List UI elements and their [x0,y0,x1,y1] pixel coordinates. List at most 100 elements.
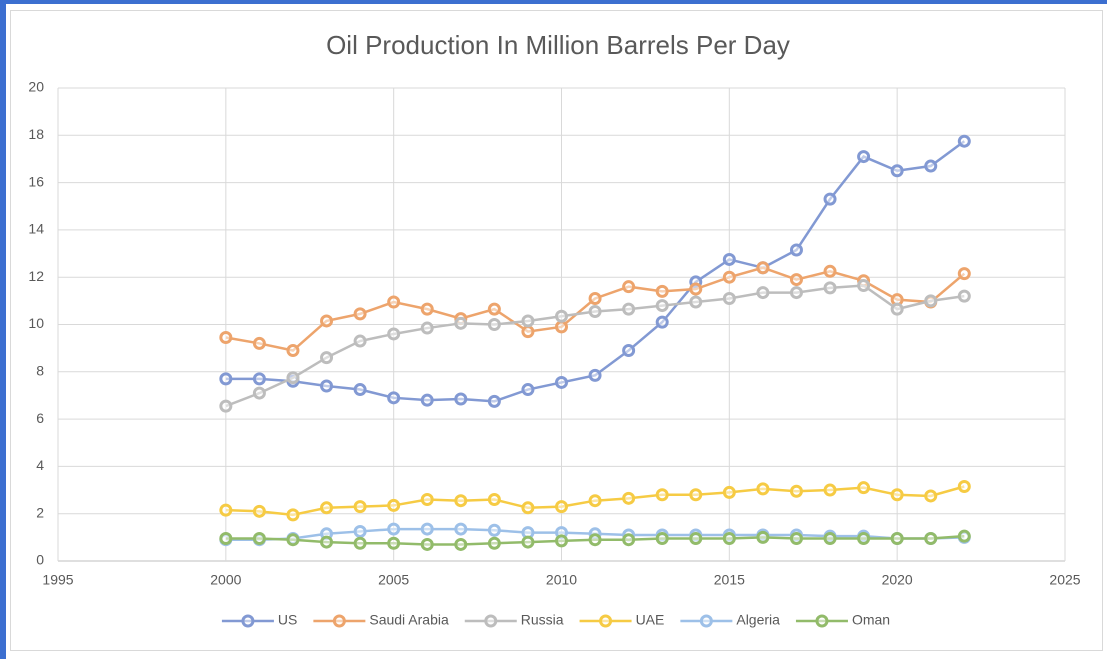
frame-top [0,0,1107,4]
marker [454,392,468,406]
marker [823,281,837,295]
marker [756,261,770,275]
marker [622,491,636,505]
marker [387,391,401,405]
marker [521,314,535,328]
marker [353,524,367,538]
marker [555,320,568,334]
marker [555,500,568,514]
marker [353,307,367,321]
marker [387,522,401,536]
marker [689,488,703,502]
marker [320,351,334,365]
marker [286,533,300,547]
marker [353,500,367,514]
legend-marker [332,614,346,628]
marker [722,270,736,284]
marker [252,386,266,400]
x-tick-label: 2005 [378,572,409,588]
marker [420,537,434,551]
marker [622,533,636,547]
marker [320,535,334,549]
marker [588,494,602,508]
marker [555,375,568,389]
marker [588,291,602,305]
marker [487,302,501,316]
marker [353,536,367,550]
marker [387,295,401,309]
marker [823,483,837,497]
marker [252,336,266,350]
y-tick-label: 18 [28,126,44,142]
marker [219,331,233,345]
marker [957,480,971,494]
marker [454,494,468,508]
marker [521,501,535,515]
marker [823,532,837,546]
x-tick-label: 1995 [42,572,73,588]
marker [857,532,871,546]
marker [722,532,736,546]
marker [722,252,736,266]
marker [219,399,233,413]
marker [823,264,837,278]
marker [521,383,535,397]
marker [655,532,669,546]
marker [857,150,871,164]
marker [655,315,669,329]
marker [756,286,770,300]
y-tick-label: 12 [28,268,44,284]
marker [890,488,904,502]
marker [655,284,669,298]
marker [487,394,501,408]
marker [252,532,266,546]
marker [487,523,501,537]
marker [219,532,233,546]
marker [420,321,434,335]
marker [387,498,401,512]
marker [454,537,468,551]
y-tick-label: 10 [28,315,44,331]
chart-title: Oil Production In Million Barrels Per Da… [326,30,790,60]
x-tick-label: 2015 [714,572,745,588]
legend-label: Saudi Arabia [369,612,449,628]
marker [722,485,736,499]
marker [521,535,535,549]
marker [555,534,568,548]
y-tick-label: 14 [28,221,44,237]
legend-marker [241,614,255,628]
marker [487,536,501,550]
marker [924,489,938,503]
marker [353,383,367,397]
marker [420,522,434,536]
marker [320,379,334,393]
y-tick-label: 20 [28,79,44,95]
marker [756,530,770,544]
legend-label: Russia [521,612,564,628]
marker [454,316,468,330]
marker [957,134,971,148]
marker [789,286,803,300]
marker [622,302,636,316]
marker [957,267,971,281]
marker [320,501,334,515]
marker [689,295,703,309]
y-tick-label: 2 [36,504,44,520]
marker [722,291,736,305]
marker [387,536,401,550]
marker [555,309,568,323]
marker [789,484,803,498]
marker [420,493,434,507]
marker [286,344,300,358]
marker [252,504,266,518]
legend-label: US [278,612,297,628]
x-tick-label: 2020 [882,572,913,588]
legend-label: Algeria [736,612,780,628]
marker [286,508,300,522]
marker [823,192,837,206]
y-tick-label: 16 [28,173,44,189]
legend-marker [699,614,713,628]
legend-label: Oman [852,612,890,628]
legend-label: UAE [636,612,665,628]
